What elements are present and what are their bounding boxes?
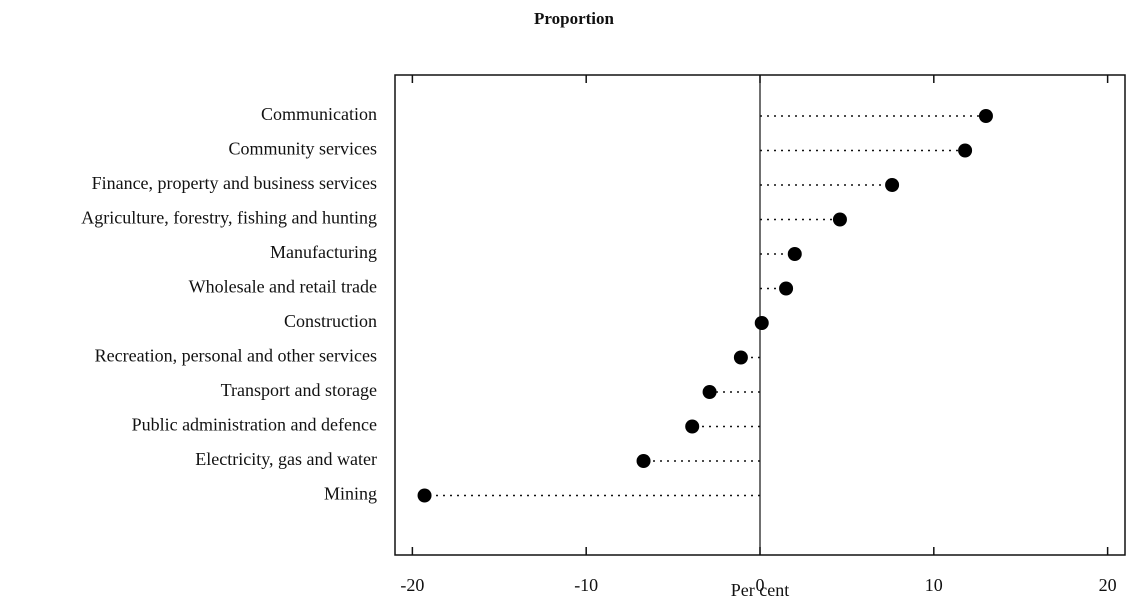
dot xyxy=(685,419,700,434)
y-tick-label: Electricity, gas and water xyxy=(195,449,377,469)
y-tick-label: Wholesale and retail trade xyxy=(189,277,377,297)
y-tick-label: Transport and storage xyxy=(221,380,377,400)
x-axis-label: Per cent xyxy=(731,580,789,600)
dot xyxy=(787,247,802,261)
x-tick-label: 20 xyxy=(1099,575,1117,595)
y-tick-label: Mining xyxy=(324,484,377,504)
y-tick-label: Communication xyxy=(261,104,377,124)
x-tick-label: 10 xyxy=(925,575,943,595)
y-tick-label: Recreation, personal and other services xyxy=(95,346,377,366)
x-tick-label: -10 xyxy=(574,575,598,595)
dot xyxy=(832,212,847,227)
y-tick-label: Public administration and defence xyxy=(132,415,377,435)
x-tick-label: -20 xyxy=(400,575,424,595)
dot xyxy=(417,488,432,503)
y-tick-label: Agriculture, forestry, fishing and hunti… xyxy=(81,208,377,228)
dot xyxy=(885,178,900,192)
chart-title: Proportion xyxy=(534,9,615,28)
dot xyxy=(636,454,651,468)
dot xyxy=(958,143,973,158)
dot xyxy=(779,281,794,296)
y-tick-label: Finance, property and business services xyxy=(92,173,377,193)
y-tick-label: Manufacturing xyxy=(270,242,377,262)
x-tick-label: 0 xyxy=(756,575,765,595)
dot xyxy=(702,385,717,399)
y-tick-label: Community services xyxy=(229,139,377,159)
dot xyxy=(733,350,748,365)
dot xyxy=(978,109,993,123)
dot xyxy=(754,316,769,330)
y-tick-label: Construction xyxy=(284,311,377,331)
